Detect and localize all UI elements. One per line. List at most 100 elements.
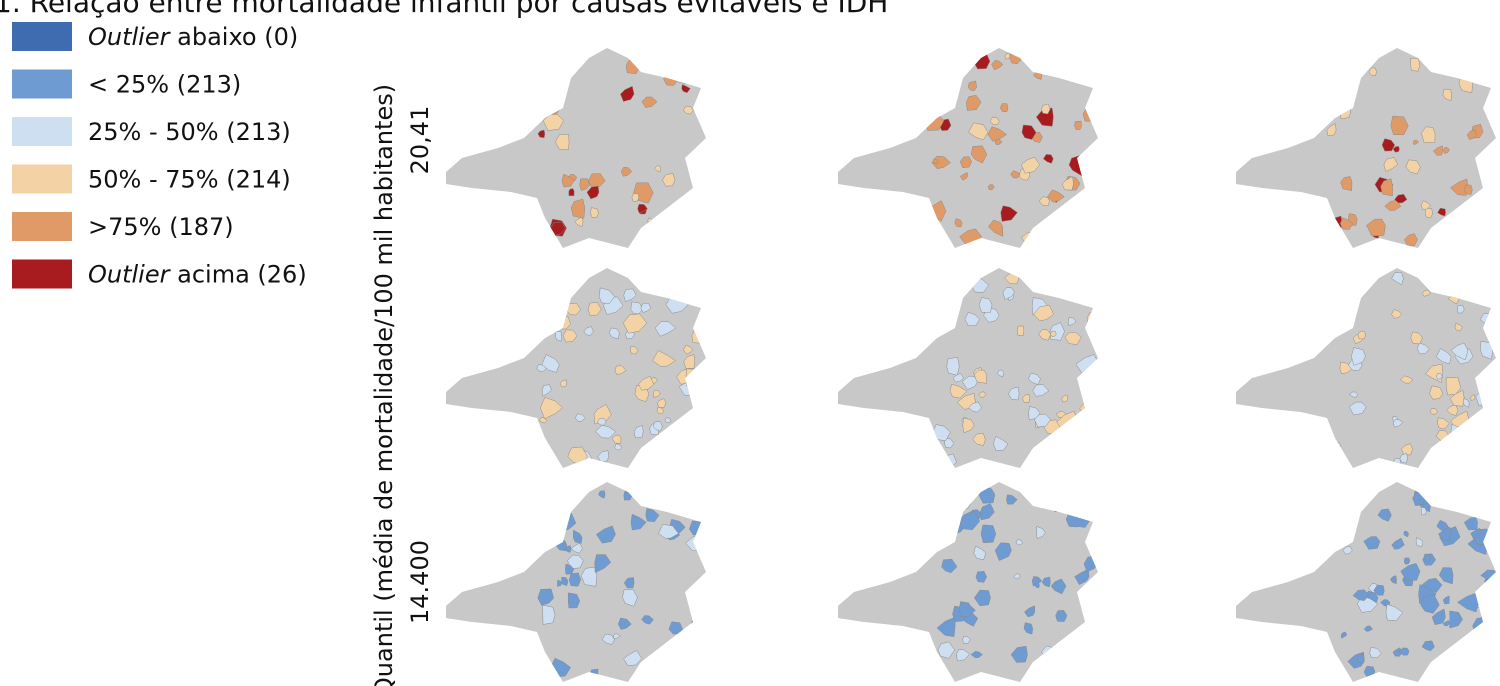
municipality [1340,217,1354,230]
municipality [923,55,945,73]
municipality [617,617,632,630]
municipality [1437,417,1450,430]
municipality [1022,393,1031,403]
municipality [630,513,647,531]
municipality [679,218,698,236]
legend-label: Outlier abaixo (0) [88,23,298,51]
legend-swatch [12,117,72,146]
municipality [595,525,616,544]
municipality [1330,276,1343,291]
state-shape [1236,482,1496,682]
municipality [954,218,963,228]
legend-emphasis: Outlier [88,23,172,51]
municipality [1442,595,1450,605]
municipality [1436,373,1443,380]
municipality [1443,147,1450,154]
municipality [1401,443,1413,456]
map [446,48,706,248]
municipality [1351,347,1366,366]
municipality [1470,394,1476,401]
municipality [945,507,957,521]
municipality [1082,107,1098,122]
municipality [933,228,941,237]
municipality [660,659,667,666]
municipality [623,577,635,589]
map [838,48,1098,248]
municipality [1038,196,1050,206]
municipality [932,158,939,164]
municipality [1442,88,1452,102]
municipality [1475,283,1495,299]
municipality [1074,120,1082,130]
municipality [1457,61,1474,75]
municipality [955,492,973,509]
municipality [586,185,600,200]
municipality [542,604,556,625]
municipality [1008,386,1020,401]
municipality [542,114,565,131]
municipality [1438,526,1452,542]
municipality [941,558,958,574]
municipality [1032,447,1038,454]
municipality [559,379,568,388]
municipality [681,84,691,94]
municipality [1363,625,1373,632]
municipality [1435,348,1452,365]
municipality [1400,375,1414,384]
municipality [980,524,997,543]
municipality [1383,157,1398,172]
municipality [959,601,973,618]
municipality [1394,193,1408,204]
municipality [1457,304,1465,314]
municipality [557,68,566,75]
municipality [1420,506,1427,516]
municipality [1035,107,1054,127]
municipality [1034,413,1051,428]
municipality [1392,419,1404,428]
municipality [997,369,1005,378]
municipality [672,269,686,283]
municipality [622,313,648,334]
municipality [1449,610,1463,629]
municipality [964,311,980,327]
map [446,268,706,468]
municipality [1466,129,1477,140]
municipality [1415,537,1424,548]
municipality [686,485,703,501]
municipality [540,508,548,517]
municipality [1381,138,1396,152]
municipality [1416,342,1430,355]
municipality [612,633,621,640]
municipality [568,572,581,587]
municipality [620,85,635,102]
legend-emphasis: Outlier [88,261,172,289]
municipality [658,524,679,539]
municipality [1053,659,1067,674]
municipality [608,327,620,340]
municipality [975,571,988,583]
municipality [938,453,957,468]
municipality [1004,53,1011,60]
municipality [1072,668,1086,682]
legend-label: Outlier acima (26) [88,261,307,289]
municipality [1410,57,1421,72]
municipality [595,425,617,439]
map [1236,268,1496,468]
municipality [538,511,548,519]
municipality [1363,536,1381,550]
municipality [944,438,955,449]
municipality [631,193,640,202]
municipality [968,401,982,413]
legend-label: 25% - 50% (213) [88,118,291,146]
municipality [1068,268,1088,288]
municipality [1470,634,1487,648]
municipality [1069,48,1093,69]
municipality [1412,139,1420,145]
municipality [562,329,578,343]
municipality [594,554,612,573]
legend-label: < 25% (213) [88,71,241,99]
municipality [575,413,586,422]
municipality [1024,605,1036,618]
municipality [688,425,706,444]
municipality [1034,582,1040,589]
